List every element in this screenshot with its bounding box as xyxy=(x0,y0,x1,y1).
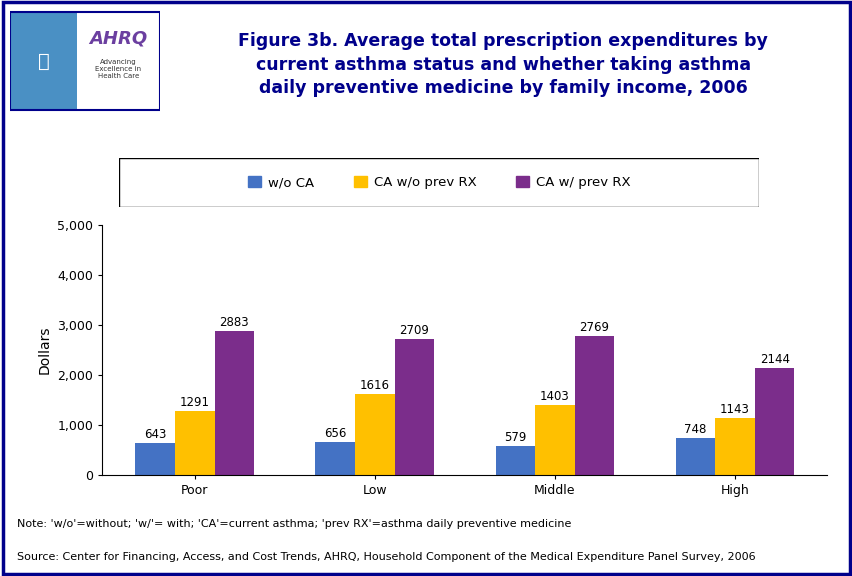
Text: 1616: 1616 xyxy=(360,379,389,392)
Text: 2709: 2709 xyxy=(399,324,429,338)
Text: 656: 656 xyxy=(324,427,346,440)
Text: 2769: 2769 xyxy=(579,321,609,335)
Text: 643: 643 xyxy=(144,428,166,441)
Text: Advancing
Excellence in
Health Care: Advancing Excellence in Health Care xyxy=(95,59,141,79)
Bar xyxy=(394,339,434,475)
Bar xyxy=(215,331,254,475)
Bar xyxy=(135,443,175,475)
Bar xyxy=(754,367,793,475)
Bar xyxy=(315,442,354,475)
Bar xyxy=(534,405,574,475)
Bar xyxy=(354,394,394,475)
Text: Note: 'w/o'=without; 'w/'= with; 'CA'=current asthma; 'prev RX'=asthma daily pre: Note: 'w/o'=without; 'w/'= with; 'CA'=cu… xyxy=(17,519,571,529)
Bar xyxy=(714,418,754,475)
Bar xyxy=(495,446,534,475)
Bar xyxy=(10,12,78,110)
Bar xyxy=(574,336,613,475)
Text: 579: 579 xyxy=(504,431,526,444)
Text: 1403: 1403 xyxy=(539,390,569,403)
Y-axis label: Dollars: Dollars xyxy=(37,325,52,374)
Text: 🦅: 🦅 xyxy=(37,52,49,70)
Text: 1291: 1291 xyxy=(180,396,210,408)
Legend: w/o CA, CA w/o prev RX, CA w/ prev RX: w/o CA, CA w/o prev RX, CA w/ prev RX xyxy=(243,171,635,195)
Text: AHRQ: AHRQ xyxy=(89,29,147,47)
Text: 1143: 1143 xyxy=(719,403,749,416)
Bar xyxy=(675,438,714,475)
Bar xyxy=(175,411,215,475)
Bar xyxy=(78,12,159,110)
Text: Figure 3b. Average total prescription expenditures by
current asthma status and : Figure 3b. Average total prescription ex… xyxy=(238,32,768,97)
Text: 748: 748 xyxy=(683,423,705,435)
Text: Source: Center for Financing, Access, and Cost Trends, AHRQ, Household Component: Source: Center for Financing, Access, an… xyxy=(17,552,755,562)
Text: 2883: 2883 xyxy=(219,316,249,329)
Text: 2144: 2144 xyxy=(759,353,789,366)
